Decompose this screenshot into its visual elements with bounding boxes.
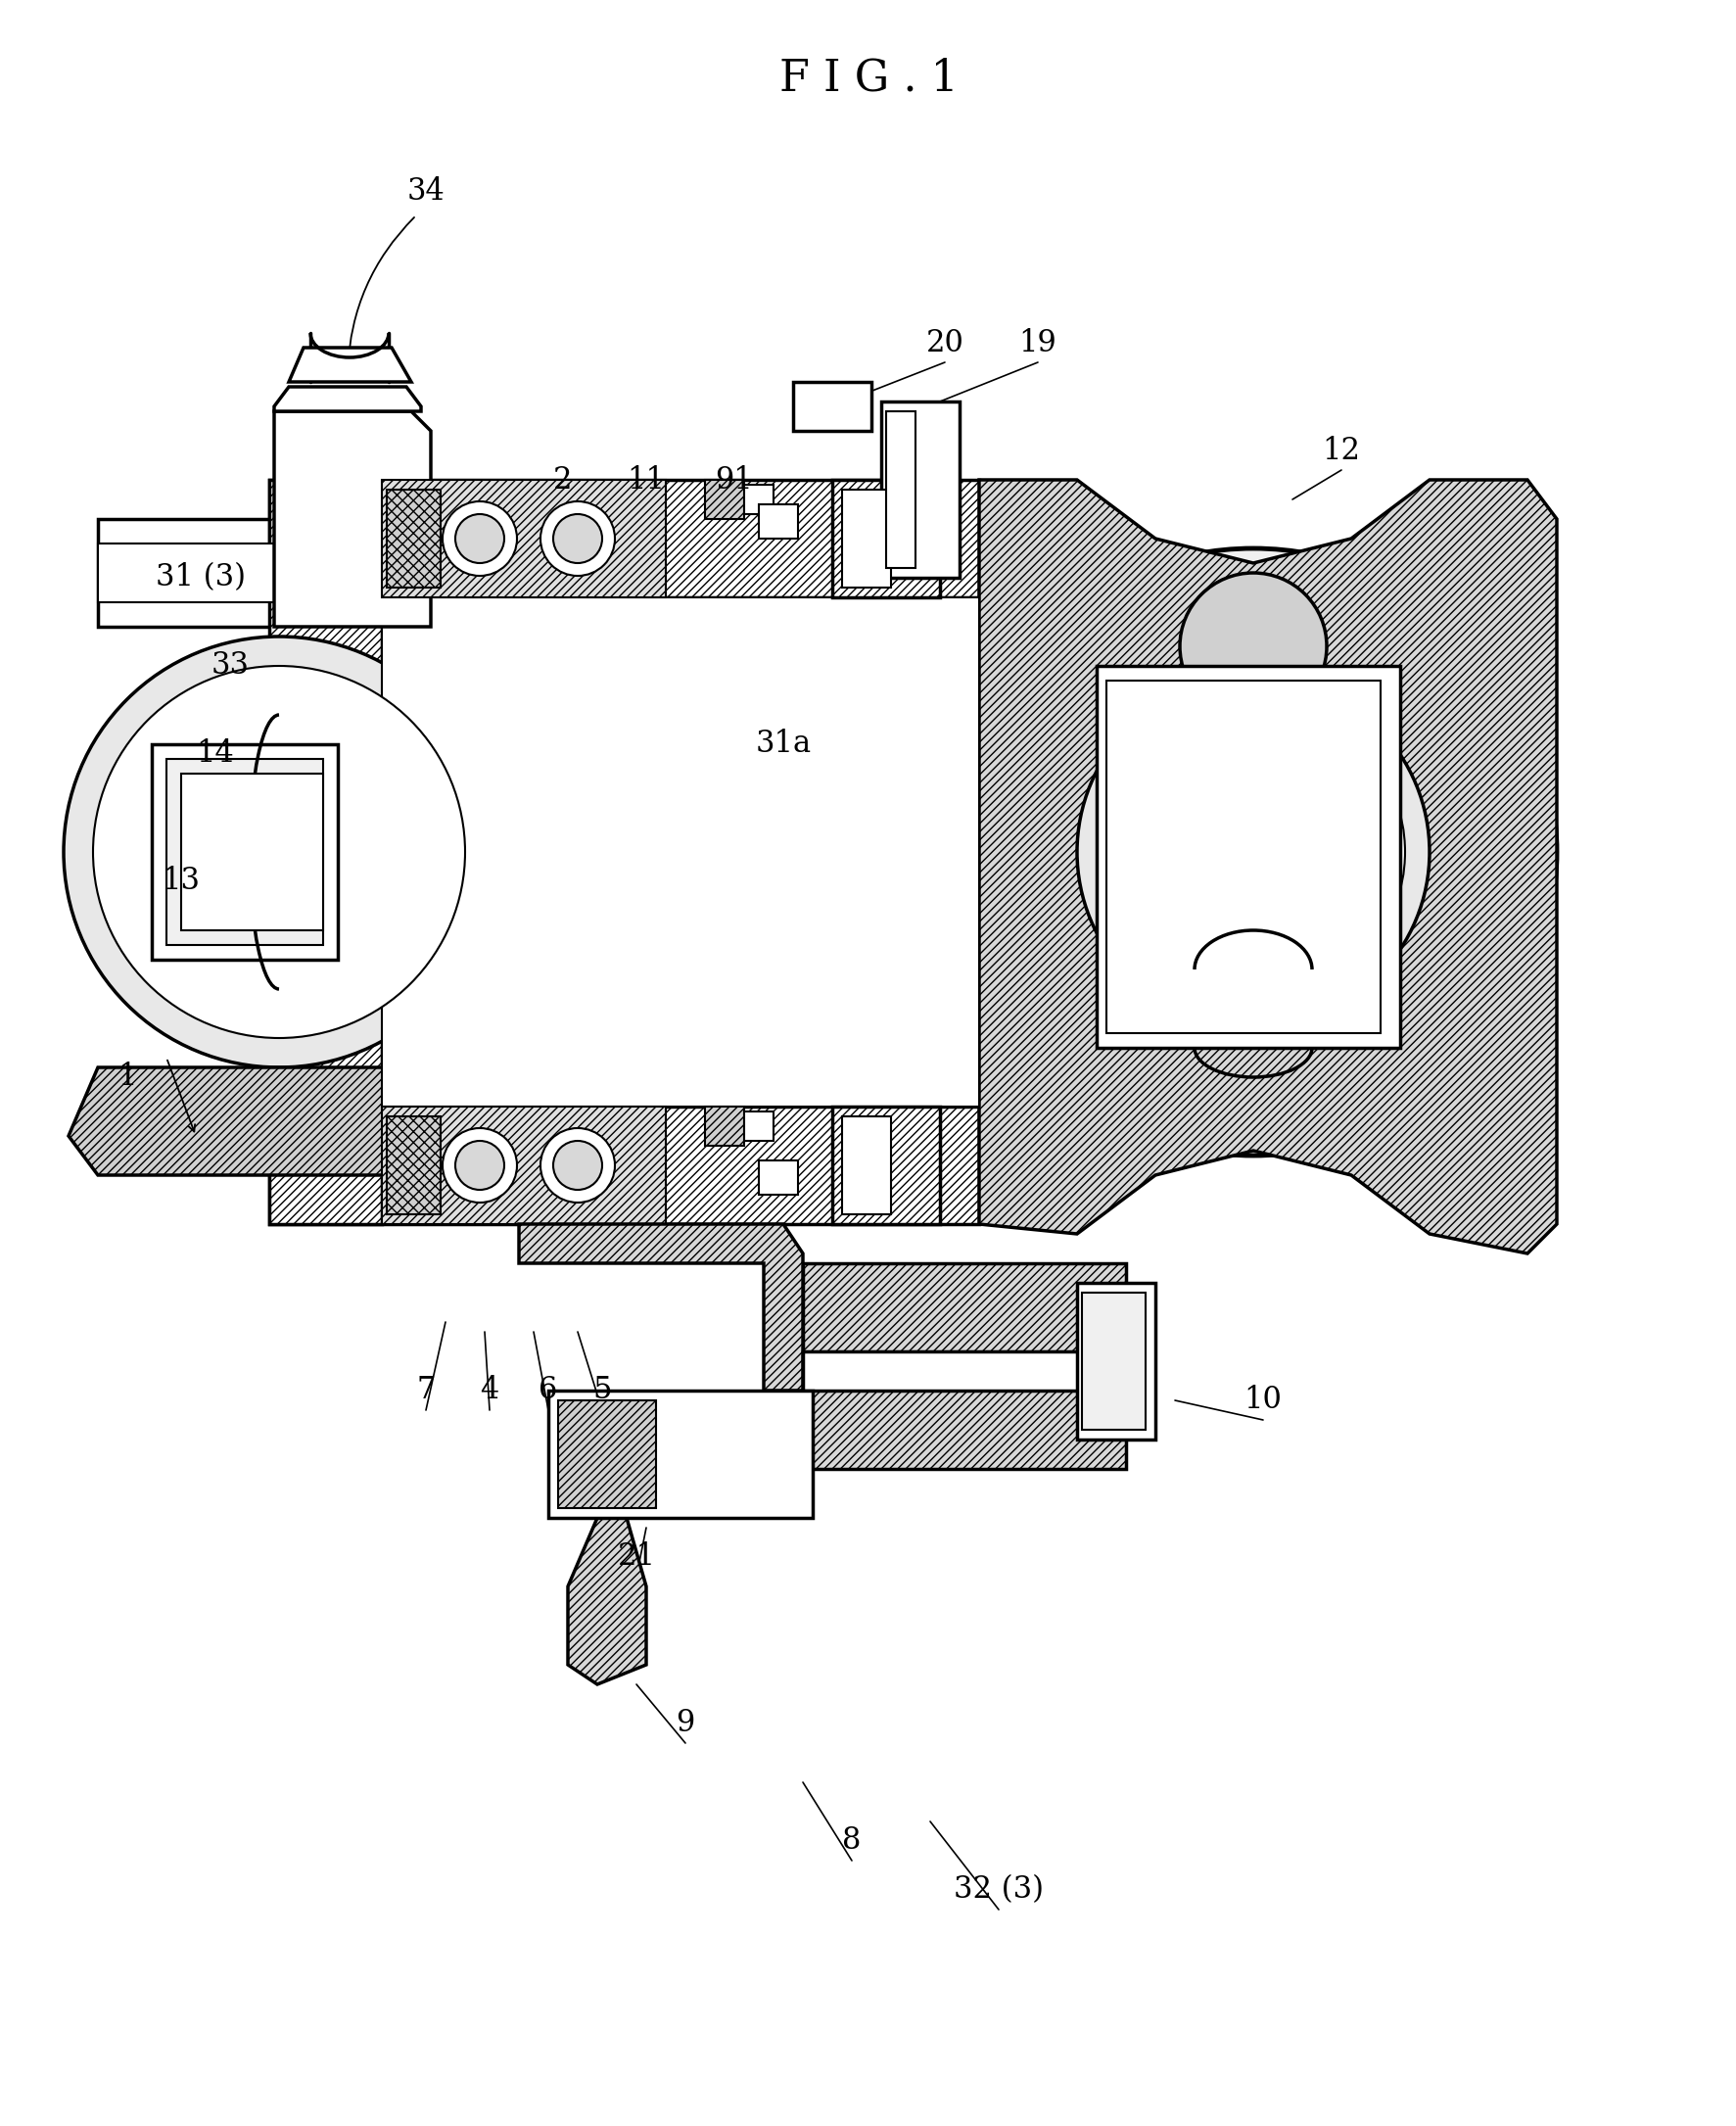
Text: 12: 12 xyxy=(1321,436,1359,466)
Bar xyxy=(167,759,323,944)
Text: 1: 1 xyxy=(118,1063,137,1093)
Polygon shape xyxy=(382,480,665,597)
Bar xyxy=(885,410,915,568)
Circle shape xyxy=(443,1129,517,1203)
Polygon shape xyxy=(97,519,342,627)
Bar xyxy=(759,1161,797,1195)
Bar xyxy=(759,504,797,538)
Polygon shape xyxy=(387,489,441,587)
Text: 33: 33 xyxy=(210,651,248,680)
Bar xyxy=(1095,665,1399,1048)
Text: 6: 6 xyxy=(538,1376,557,1405)
Circle shape xyxy=(552,1142,602,1191)
Polygon shape xyxy=(979,480,1555,1254)
Polygon shape xyxy=(382,1106,665,1225)
Polygon shape xyxy=(519,1225,802,1390)
Polygon shape xyxy=(269,1106,979,1225)
Circle shape xyxy=(64,636,495,1067)
Text: F I G . 1: F I G . 1 xyxy=(778,57,958,100)
Bar xyxy=(1082,1293,1146,1431)
Bar xyxy=(880,402,958,578)
Circle shape xyxy=(1101,699,1404,1003)
Polygon shape xyxy=(274,387,420,410)
Bar xyxy=(842,1116,891,1214)
Circle shape xyxy=(540,502,615,576)
Polygon shape xyxy=(269,480,382,1225)
Polygon shape xyxy=(288,349,411,383)
Polygon shape xyxy=(274,410,431,627)
Text: 9: 9 xyxy=(675,1709,694,1739)
Polygon shape xyxy=(97,544,337,602)
Polygon shape xyxy=(181,774,323,931)
Circle shape xyxy=(950,549,1555,1157)
Polygon shape xyxy=(705,480,743,519)
Circle shape xyxy=(1179,572,1326,721)
Circle shape xyxy=(443,502,517,576)
Bar xyxy=(382,597,979,1106)
Text: 2: 2 xyxy=(554,466,573,495)
Circle shape xyxy=(979,578,1526,1127)
Bar xyxy=(549,1390,812,1518)
Bar xyxy=(842,489,891,587)
Polygon shape xyxy=(743,485,773,514)
Bar xyxy=(151,744,337,959)
Polygon shape xyxy=(832,1106,939,1225)
Circle shape xyxy=(1111,710,1394,995)
Text: 34: 34 xyxy=(406,176,444,206)
Text: 10: 10 xyxy=(1243,1386,1281,1416)
Text: 19: 19 xyxy=(1019,327,1055,357)
Text: 8: 8 xyxy=(842,1826,861,1856)
Text: 31 (3): 31 (3) xyxy=(156,563,245,593)
Text: 31a: 31a xyxy=(755,729,811,759)
Circle shape xyxy=(455,514,503,563)
Bar xyxy=(793,383,871,432)
Text: 13: 13 xyxy=(161,865,200,897)
Text: 14: 14 xyxy=(196,740,234,770)
Bar xyxy=(557,1401,656,1507)
Polygon shape xyxy=(387,1116,441,1214)
Polygon shape xyxy=(568,1518,646,1684)
Text: 7: 7 xyxy=(417,1376,436,1405)
Bar xyxy=(1076,1282,1154,1439)
Polygon shape xyxy=(68,1067,411,1176)
Circle shape xyxy=(540,1129,615,1203)
Circle shape xyxy=(552,514,602,563)
Text: 11: 11 xyxy=(627,466,665,495)
Text: 5: 5 xyxy=(592,1376,611,1405)
Text: 4: 4 xyxy=(479,1376,498,1405)
Circle shape xyxy=(1076,676,1429,1029)
Text: 21: 21 xyxy=(616,1541,654,1573)
Polygon shape xyxy=(743,1112,773,1142)
Text: 91: 91 xyxy=(715,466,753,495)
Polygon shape xyxy=(802,1352,1087,1390)
Text: 20: 20 xyxy=(925,327,963,357)
Circle shape xyxy=(94,665,465,1037)
Text: 32 (3): 32 (3) xyxy=(953,1875,1043,1905)
Circle shape xyxy=(455,1142,503,1191)
Polygon shape xyxy=(832,480,939,597)
Bar xyxy=(1106,680,1380,1033)
Polygon shape xyxy=(802,1263,1125,1469)
Polygon shape xyxy=(269,480,979,597)
Polygon shape xyxy=(705,1106,743,1146)
